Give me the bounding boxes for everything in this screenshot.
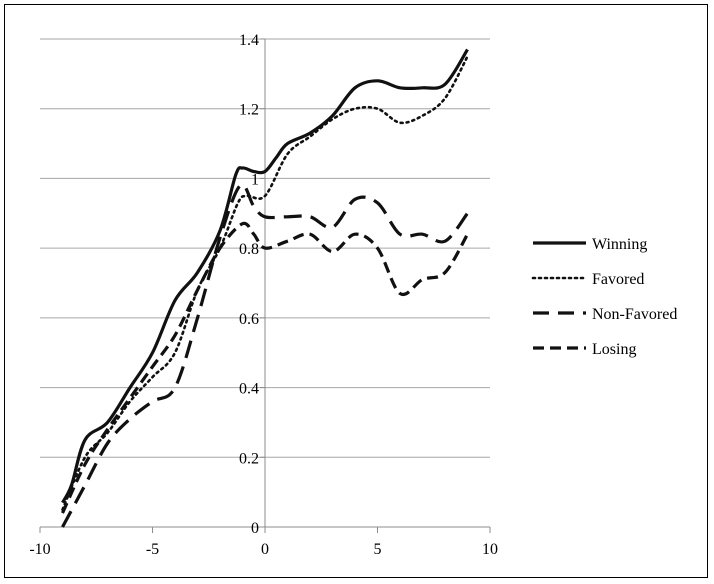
legend-label: Non-Favored bbox=[592, 306, 677, 323]
y-tick-labels: 0 0.2 0.4 0.6 0.8 1 1.2 1.4 bbox=[239, 32, 259, 537]
x-tick-label: 0 bbox=[261, 541, 269, 558]
legend-label: Losing bbox=[592, 341, 636, 358]
y-tick-label: 1.2 bbox=[239, 102, 259, 119]
series-line-winning bbox=[61, 48, 469, 504]
y-tick-label: 0 bbox=[251, 520, 259, 537]
axes bbox=[39, 38, 491, 533]
x-tick-label: -10 bbox=[29, 541, 50, 558]
series-line-losing bbox=[61, 221, 469, 514]
legend-label: Winning bbox=[592, 236, 647, 253]
series-line-favored bbox=[61, 55, 469, 511]
x-tick-label: 10 bbox=[482, 541, 498, 558]
legend: Winning Favored Non-Favored Losing bbox=[531, 236, 677, 358]
chart-frame bbox=[4, 4, 708, 578]
x-tick-labels: -10 -5 0 5 10 bbox=[29, 541, 498, 558]
y-tick-label: 1 bbox=[251, 171, 259, 188]
x-tick-label: -5 bbox=[146, 541, 159, 558]
x-tick-label: 5 bbox=[374, 541, 382, 558]
series-lines bbox=[61, 48, 469, 528]
y-tick-label: 0.4 bbox=[239, 381, 259, 398]
y-tick-label: 0.2 bbox=[239, 450, 259, 467]
y-tick-label: 0.6 bbox=[239, 311, 259, 328]
y-tick-label: 1.4 bbox=[239, 32, 259, 49]
y-tick-label: 0.8 bbox=[239, 241, 259, 258]
legend-label: Favored bbox=[592, 271, 644, 288]
series-line-non-favored bbox=[61, 182, 469, 528]
